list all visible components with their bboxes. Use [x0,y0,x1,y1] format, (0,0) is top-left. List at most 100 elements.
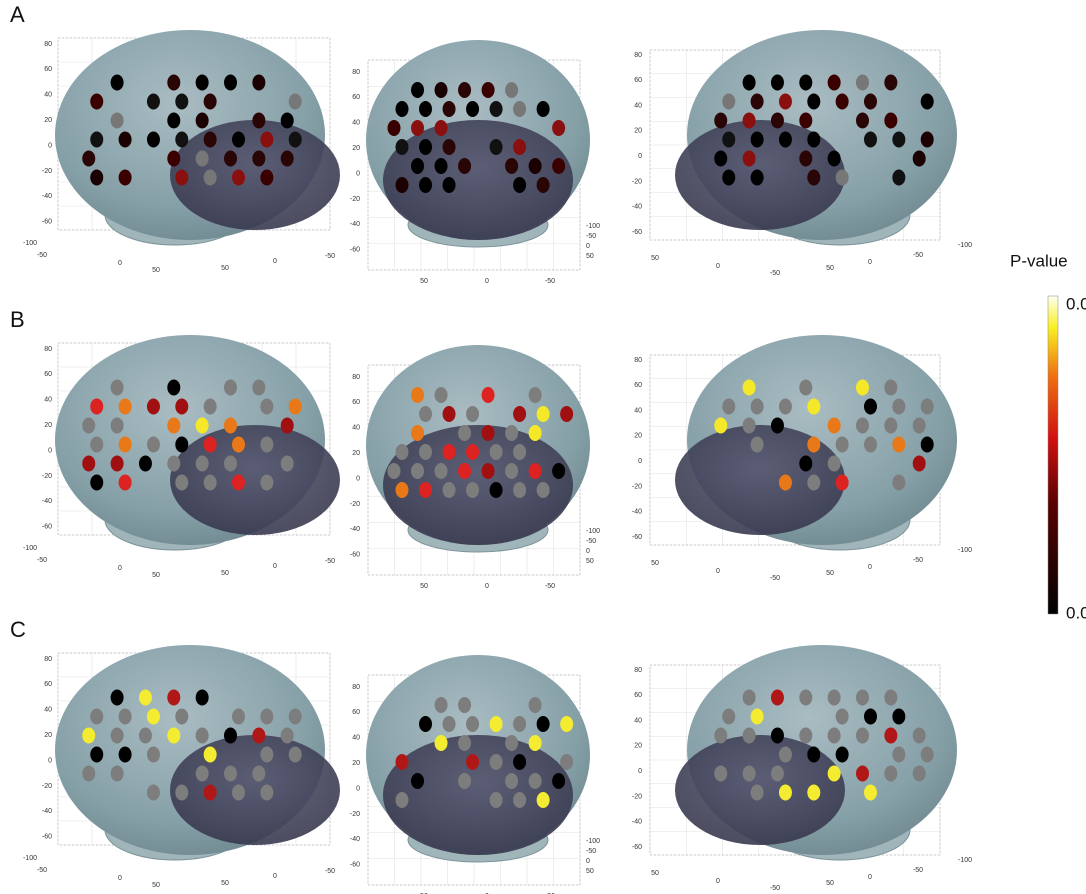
electrode [921,747,934,763]
electrode [82,766,95,782]
tick-label: 0 [48,447,52,454]
electrode [252,113,265,129]
electrode [490,482,503,498]
electrode [396,139,409,155]
tick-label: -50 [37,252,47,259]
electrode [458,425,471,441]
tick-label: -60 [632,229,642,236]
electrode [281,418,294,434]
electrode [119,170,132,186]
electrode [224,380,237,396]
tick-label: -50 [325,253,335,260]
electrode [722,132,735,148]
tick-label: -40 [42,193,52,200]
tick-label: -100 [23,240,37,247]
electrode [419,482,432,498]
electrode [513,754,526,770]
tick-label: 0 [586,858,590,865]
tick-label: -50 [325,558,335,565]
tick-label: -50 [37,557,47,564]
tick-label: 0 [273,873,277,880]
tick-label: 0 [356,170,360,177]
tick-label: -50 [586,848,596,855]
electrode [807,475,820,491]
tick-label: 20 [352,450,360,457]
colorbar-max: 0.05 [1066,294,1086,313]
electrode [779,747,792,763]
electrode [260,747,273,763]
tick-label: 50 [420,583,428,590]
electrode [196,113,209,129]
electrode [714,113,727,129]
electrode [260,475,273,491]
tick-label: -50 [913,867,923,874]
tick-label: 0 [485,583,489,590]
electrode [90,132,103,148]
tick-label: 60 [352,399,360,406]
electrode [224,418,237,434]
electrode [856,380,869,396]
electrode [913,456,926,472]
tick-label: -50 [586,538,596,545]
electrode [836,709,849,725]
electrode [435,120,448,136]
electrode [388,463,401,479]
tick-label: 0 [485,278,489,285]
electrode [419,406,432,422]
tick-label: -60 [350,862,360,869]
electrode [252,151,265,167]
electrode [884,380,897,396]
electrode [119,747,132,763]
electrode [529,697,542,713]
electrode [537,482,550,498]
tick-label: -40 [42,808,52,815]
electrode [490,792,503,808]
brain-view: 806040200-20-40-60500-50500-50-100 [632,645,972,892]
electrode [289,399,302,415]
tick-label: -20 [42,783,52,790]
electrode [714,728,727,744]
electrode [913,766,926,782]
electrode [396,101,409,117]
electrode [864,132,877,148]
electrode [111,766,124,782]
electrode [167,690,180,706]
electrode [560,716,573,732]
electrode [252,728,265,744]
tick-label: 0 [118,565,122,572]
electrode [260,132,273,148]
tick-label: -60 [350,247,360,254]
electrode [289,94,302,110]
electrode [892,437,905,453]
electrode [864,709,877,725]
electrode [828,418,841,434]
electrode [913,418,926,434]
electrode [175,399,188,415]
electrode [167,728,180,744]
electrode [232,132,245,148]
electrode [90,475,103,491]
electrode [807,94,820,110]
electrode [807,399,820,415]
electrode [529,158,542,174]
tick-label: 50 [586,868,594,875]
tick-label: 0 [273,563,277,570]
electrode [204,785,217,801]
tick-label: 0 [716,878,720,885]
electrode [529,425,542,441]
electrode [224,456,237,472]
electrode [884,113,897,129]
tick-label: -40 [42,498,52,505]
electrode [771,418,784,434]
tick-label: 80 [634,357,642,364]
electrode [505,773,518,789]
electrode [458,697,471,713]
tick-label: 60 [352,94,360,101]
electrode [90,170,103,186]
electrode [799,456,812,472]
electrode [560,406,573,422]
electrode [196,151,209,167]
electrode [799,151,812,167]
